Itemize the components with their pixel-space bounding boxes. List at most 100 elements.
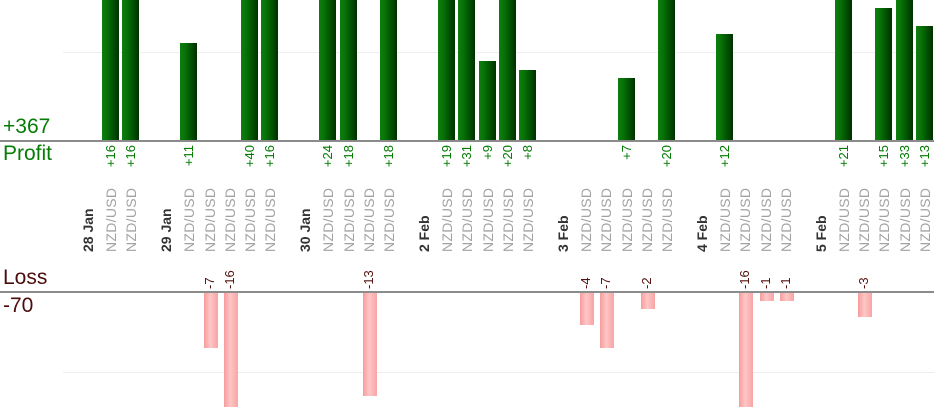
instrument-label: NZD/USD [262, 187, 279, 252]
instrument-label: NZD/USD [123, 187, 140, 252]
loss-axis-title: Loss [3, 266, 48, 289]
trade-value-label: -4 [578, 277, 594, 289]
trade-value-label: -1 [757, 277, 773, 289]
date-label: 29 Jan [158, 208, 175, 252]
trade-value-label: +16 [123, 145, 139, 168]
instrument-label: NZD/USD [916, 187, 933, 252]
loss-total-label: -70 [3, 294, 34, 317]
instrument-label: NZD/USD [598, 187, 615, 252]
profit-bar [895, 0, 913, 140]
trade-value-label: +7 [618, 145, 634, 160]
profit-bar [241, 0, 258, 140]
instrument-label: NZD/USD [103, 187, 119, 252]
loss-bar [362, 293, 377, 396]
trade-value-label: +13 [916, 145, 932, 168]
profit-bar [478, 60, 496, 140]
profit-bar [102, 0, 119, 140]
trade-value-label: +8 [520, 145, 535, 160]
trade-value-label: +9 [479, 145, 495, 160]
instrument-label: NZD/USD [499, 187, 516, 252]
profit-bar [458, 0, 476, 140]
profit-bar [380, 0, 397, 140]
loss-bar [759, 293, 774, 301]
trade-value-label: -13 [360, 270, 376, 289]
profit-axis-line [0, 140, 934, 142]
profit-bar [658, 0, 675, 140]
date-label: 5 Feb [813, 215, 829, 252]
loss-plot-area [0, 293, 934, 407]
trade-value-label: +21 [836, 145, 851, 168]
loss-gridline [63, 372, 934, 373]
date-label: 3 Feb [555, 215, 572, 252]
instrument-label: NZD/USD [242, 187, 258, 252]
trade-value-label: +24 [320, 145, 336, 168]
instrument-label: NZD/USD [201, 187, 218, 252]
instrument-label: NZD/USD [479, 187, 496, 252]
profit-bar [122, 0, 140, 140]
trade-value-label: +33 [896, 145, 912, 168]
trade-value-label: +20 [499, 145, 515, 168]
instrument-label: NZD/USD [320, 187, 337, 252]
loss-bar [779, 293, 794, 301]
instrument-label: NZD/USD [520, 187, 536, 252]
profit-bar [438, 0, 456, 140]
trade-value-label: -7 [201, 277, 217, 289]
instrument-label: NZD/USD [221, 187, 238, 252]
instrument-label: NZD/USD [360, 187, 377, 252]
profit-bar [339, 0, 357, 140]
loss-axis-line [0, 291, 934, 293]
trade-value-label: -7 [598, 277, 614, 289]
loss-bar [600, 293, 615, 349]
profit-bar [319, 0, 337, 140]
loss-bar [223, 293, 238, 407]
loss-bar [203, 293, 218, 349]
trade-value-label: +31 [459, 145, 475, 168]
instrument-label: NZD/USD [638, 187, 655, 252]
date-label: 2 Feb [416, 215, 433, 252]
loss-bar [739, 293, 754, 407]
profit-plot-area [0, 0, 934, 140]
trade-value-label: +40 [242, 145, 257, 168]
trade-value-label: +18 [340, 145, 356, 168]
date-label: 30 Jan [297, 208, 314, 252]
instrument-label: NZD/USD [836, 187, 852, 252]
instrument-label: NZD/USD [737, 187, 754, 252]
trade-value-label: +12 [717, 145, 733, 168]
instrument-label: NZD/USD [717, 187, 734, 252]
profit-bar [498, 0, 516, 140]
instrument-label: NZD/USD [578, 187, 595, 252]
instrument-label: NZD/USD [896, 187, 913, 252]
loss-bar [580, 293, 595, 325]
trade-value-label: +16 [262, 145, 278, 168]
profit-axis-title: Profit [3, 142, 53, 165]
profit-bar [617, 78, 635, 140]
instrument-label: NZD/USD [459, 187, 476, 252]
profit-bar [875, 8, 893, 140]
trade-value-label: +16 [103, 145, 118, 168]
profit-bar [261, 0, 279, 140]
trade-value-label: -2 [638, 277, 654, 289]
date-label: 28 Jan [80, 208, 96, 252]
trade-value-label: -1 [777, 277, 793, 289]
trade-value-label: +19 [439, 145, 455, 168]
instrument-label: NZD/USD [340, 187, 357, 252]
trade-value-label: +15 [876, 145, 892, 168]
profit-gridline [63, 52, 934, 53]
trade-value-label: -16 [737, 270, 753, 289]
trade-value-label: -3 [856, 277, 872, 289]
profit-bar [716, 34, 734, 140]
date-label: 4 Feb [694, 215, 711, 252]
instrument-label: NZD/USD [876, 187, 893, 252]
profit-total-label: +367 [3, 115, 51, 138]
profit-bar [835, 0, 852, 140]
loss-bar [640, 293, 655, 309]
instrument-label: NZD/USD [181, 187, 198, 252]
loss-bar [858, 293, 873, 317]
instrument-label: NZD/USD [439, 187, 456, 252]
trade-value-label: +11 [181, 145, 197, 167]
trade-value-label: +20 [659, 145, 674, 168]
instrument-label: NZD/USD [659, 187, 675, 252]
profit-bar [180, 43, 198, 140]
instrument-label: NZD/USD [381, 187, 397, 252]
